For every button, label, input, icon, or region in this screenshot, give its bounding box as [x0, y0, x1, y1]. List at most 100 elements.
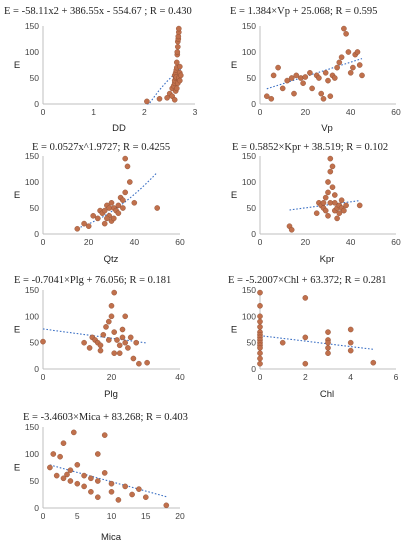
panel-5-data-point: [122, 339, 128, 346]
panel-5-data-point: [116, 350, 123, 357]
panel-6-x-tick: 2: [303, 372, 308, 382]
panel-6-data-point: [257, 313, 263, 320]
panel-3-x-tick: 20: [84, 237, 94, 247]
panel-1-x-tick: 3: [193, 107, 198, 117]
panel-3-x-tick: 0: [41, 237, 46, 247]
panel-3-data-point: [85, 223, 92, 229]
panel-4-data-point: [343, 202, 349, 209]
panel-7-data-point: [88, 488, 94, 495]
panel-2-data-point: [325, 77, 331, 84]
panel-5-y-tick: 150: [25, 285, 39, 295]
panel-7-data-point: [95, 494, 101, 501]
panel-3-data-point: [122, 189, 128, 196]
panel-7-data-point: [122, 483, 128, 490]
panel-2-data-point: [284, 77, 291, 84]
panel-3-y-tick: 0: [34, 229, 39, 239]
panel-1-y-tick: 50: [30, 73, 40, 83]
panel-3-data-point: [101, 220, 108, 227]
panel-5-data-point: [133, 339, 139, 346]
panel-5-data-point: [122, 313, 128, 320]
panel-4-data-point: [338, 197, 345, 203]
panel-6-data-point: [257, 324, 263, 330]
panel-2-data-point: [316, 75, 322, 81]
panel-2-x-tick: 40: [346, 107, 356, 117]
panel-6-data-point: [257, 345, 263, 351]
panel-7-data-point: [142, 494, 149, 501]
panel-5-data-point: [125, 345, 131, 351]
panel-2-data-point: [322, 70, 329, 76]
panel-3-data-point: [106, 205, 112, 211]
panel-7-data-point: [50, 451, 57, 457]
panel-4-x-tick: 60: [391, 237, 401, 247]
panel-5-y-tick: 50: [30, 338, 40, 348]
panel-6-y-label: E: [231, 325, 237, 336]
panel-3-data-point: [81, 220, 87, 227]
panel-7-data-point: [115, 497, 122, 503]
panel-4-equation: E = 0.5852×Kpr + 38.519; R = 0.102: [232, 142, 388, 153]
panel-2-x-label: Vp: [321, 123, 333, 134]
panel-6-data-point: [370, 359, 377, 366]
panel-7-x-tick: 20: [175, 511, 185, 521]
panel-6-data-point: [302, 334, 309, 341]
panel-3-data-point: [120, 205, 126, 211]
panel-4-data-point: [322, 194, 329, 201]
panel-4-data-point: [327, 199, 334, 206]
panel-1-x-tick: 0: [41, 107, 46, 117]
panel-2-data-point: [270, 72, 277, 79]
panel-2-data-point: [279, 85, 286, 92]
panel-3-x-label: Qtz: [104, 254, 119, 265]
panel-2-data-point: [341, 25, 347, 32]
panel-6-data-point: [257, 360, 263, 367]
panel-5-x-label: Plg: [104, 389, 118, 400]
panel-5-data-point: [40, 338, 46, 345]
panel-2-data-point: [275, 64, 281, 71]
panel-7-data-point: [108, 480, 115, 487]
panel-5-trendline: [42, 328, 148, 344]
panel-1-x-label: DD: [112, 123, 126, 134]
panel-5-data-point: [81, 339, 87, 346]
panel-4-y-tick: 100: [242, 177, 256, 187]
panel-5-y-tick: 100: [25, 311, 39, 321]
panel-7-data-point: [95, 478, 101, 484]
panel-7-data-point: [108, 488, 115, 495]
panel-5-data-point: [116, 342, 123, 349]
panel-4-data-point: [322, 207, 329, 214]
panel-7-data-point: [67, 478, 74, 484]
panel-3-x-tick: 40: [130, 237, 140, 247]
panel-2-y-tick: 100: [242, 47, 256, 57]
panel-2-data-point: [320, 96, 327, 102]
panel-5-data-point: [119, 334, 126, 341]
panel-5-equation: E = -0.7041×Plg + 76.056; R = 0.181: [14, 275, 171, 286]
panel-7-data-point: [74, 461, 81, 468]
panel-2-data-point: [343, 30, 349, 37]
panel-5-y-tick: 0: [34, 364, 39, 374]
panel-7-data-point: [60, 475, 67, 482]
panel-5-data-point: [106, 337, 112, 343]
panel-5-data-point: [119, 326, 126, 333]
panel-5-data-point: [111, 350, 117, 357]
panel-2-data-point: [297, 75, 304, 81]
panel-6-data-point: [325, 345, 331, 351]
panel-1-data-point: [173, 85, 180, 92]
panel-6-data-point: [325, 339, 331, 346]
panel-6-data-point: [347, 326, 354, 333]
panel-5-data-point: [114, 337, 120, 343]
panel-4-x-label: Kpr: [320, 254, 335, 265]
panel-7-x-label: Mica: [101, 532, 122, 543]
panel-7-data-point: [60, 440, 67, 447]
panel-2-equation: E = 1.384×Vp + 25.068; R = 0.595: [230, 6, 377, 17]
panel-2-y-label: E: [231, 60, 237, 71]
panel-1-data-point: [176, 77, 183, 84]
panel-1-data-point: [164, 95, 170, 101]
panel-7-y-tick: 0: [34, 503, 39, 513]
panel-2-data-point: [318, 90, 325, 97]
panel-4-y-tick: 50: [247, 203, 257, 213]
panel-6-data-point: [257, 355, 263, 362]
panel-6-y-tick: 50: [247, 338, 257, 348]
panel-7-data-point: [88, 475, 94, 482]
panel-7-data-point: [47, 464, 53, 471]
panel-4-data-point: [325, 179, 331, 185]
panel-6-x-tick: 6: [394, 372, 399, 382]
panel-5-data-point: [97, 342, 104, 349]
panel-2-data-point: [336, 59, 343, 66]
